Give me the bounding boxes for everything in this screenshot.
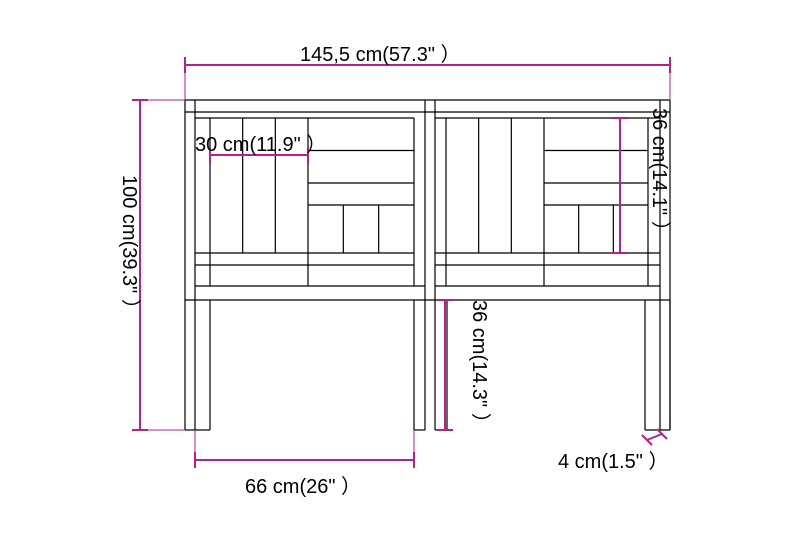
dim-label-width-66: 66 cm(26" ） xyxy=(245,470,361,499)
diagram-container: 145,5 cm(57.3" ） 30 cm(11.9" ） 100 cm(39.3… xyxy=(0,0,800,533)
dim-label-height-36-top: 36 cm(14.1" ） xyxy=(645,108,674,241)
dim-label-depth-4: 4 cm(1.5" ） xyxy=(558,445,668,474)
dim-label-width-30: 30 cm(11.9" ） xyxy=(195,128,326,157)
dim-label-width-top: 145,5 cm(57.3" ） xyxy=(300,38,461,67)
dim-label-height-36-mid: 36 cm(14.3" ） xyxy=(465,300,494,433)
dim-label-height-left: 100 cm(39.3" ） xyxy=(115,175,144,319)
